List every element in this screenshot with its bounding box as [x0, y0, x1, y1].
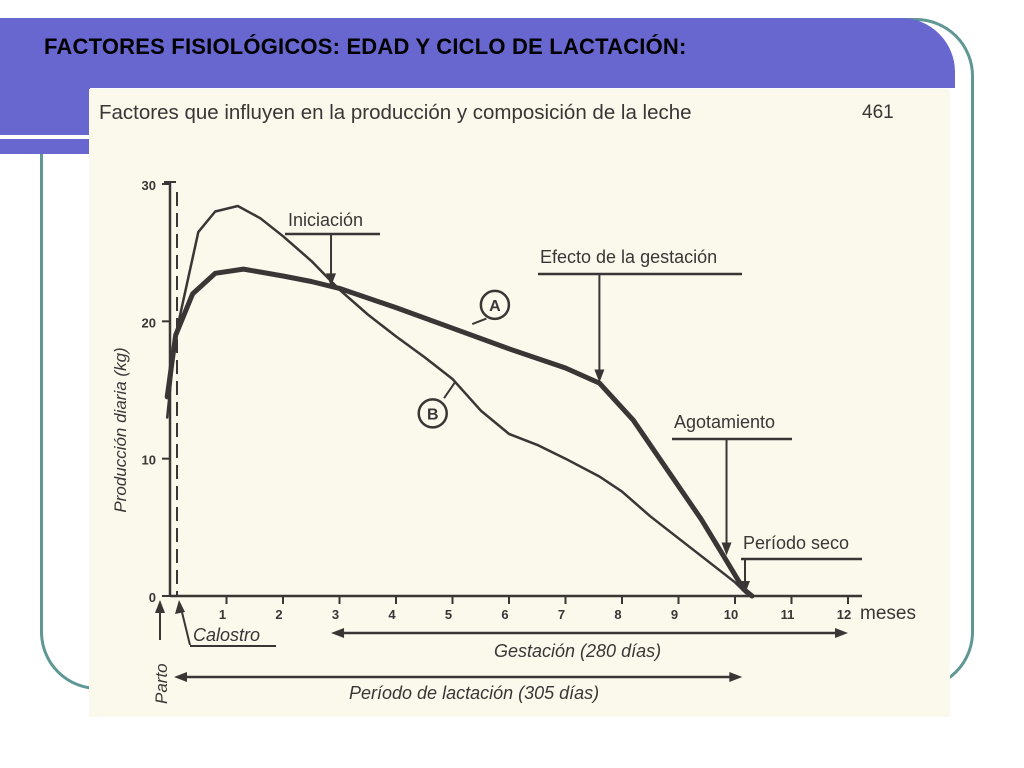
y-axis-label: Producción diaria (kg)	[111, 347, 130, 512]
y-tick-label: 20	[142, 315, 156, 330]
period-lactacion: Período de lactación (305 días)	[349, 683, 599, 703]
book-page-number: 461	[862, 102, 894, 123]
period-parto: Parto	[152, 663, 171, 704]
book-page-scan	[89, 89, 950, 717]
annotation-iniciacion: Iniciación	[288, 210, 363, 230]
x-tick-label: 10	[724, 607, 738, 622]
gestacion-arrowhead-right	[835, 628, 848, 638]
gestacion-arrowhead-left	[331, 628, 345, 638]
series-b-line	[165, 204, 748, 595]
series-b-leader	[443, 381, 457, 399]
series-b-label: B	[427, 406, 439, 423]
x-tick-label: 4	[388, 607, 396, 622]
annotation-efecto-gestacion-arrowhead	[594, 369, 605, 383]
x-unit-label: meses	[860, 603, 916, 624]
y-tick-label: 30	[142, 178, 156, 193]
x-tick-label: 1	[219, 607, 226, 622]
title-tab	[0, 88, 90, 154]
title-bar	[0, 18, 955, 88]
x-tick-label: 3	[332, 607, 339, 622]
series-a-line	[164, 266, 755, 599]
period-calostro: Calostro	[193, 625, 260, 645]
lactacion-arrowhead-right	[729, 672, 743, 682]
x-tick-label: 8	[614, 607, 621, 622]
lactacion-arrowhead-left	[174, 672, 187, 682]
x-tick-label: 7	[558, 607, 565, 622]
annotation-periodo-seco: Período seco	[743, 533, 849, 553]
annotation-efecto-gestacion: Efecto de la gestación	[540, 247, 717, 267]
y-tick-label: 0	[149, 590, 156, 605]
book-header: Factores que influyen en la producción y…	[99, 101, 692, 124]
x-tick-label: 2	[275, 607, 282, 622]
annotation-agotamiento: Agotamiento	[674, 412, 775, 432]
series-b-marker	[417, 398, 448, 429]
period-gestacion: Gestación (280 días)	[494, 641, 661, 661]
x-tick-label: 11	[781, 607, 795, 622]
x-tick-label: 9	[671, 607, 678, 622]
annotation-iniciacion-arrowhead	[326, 273, 337, 287]
annotation-agotamiento-arrowhead	[721, 542, 732, 556]
calostro-arrowhead	[175, 600, 185, 614]
annotation-periodo-seco-arrowhead	[740, 581, 750, 594]
x-tick-label: 6	[501, 607, 508, 622]
series-a-leader	[471, 317, 487, 326]
x-tick-label: 5	[445, 607, 452, 622]
series-a-marker	[479, 289, 511, 321]
series-a-label: A	[489, 298, 501, 315]
title-tab-line	[0, 135, 90, 139]
slide-title: FACTORES FISIOLÓGICOS: EDAD Y CICLO DE L…	[44, 34, 687, 59]
parto-arrowhead	[155, 600, 165, 613]
y-tick-label: 10	[142, 453, 156, 468]
x-tick-label: 12	[837, 607, 851, 622]
